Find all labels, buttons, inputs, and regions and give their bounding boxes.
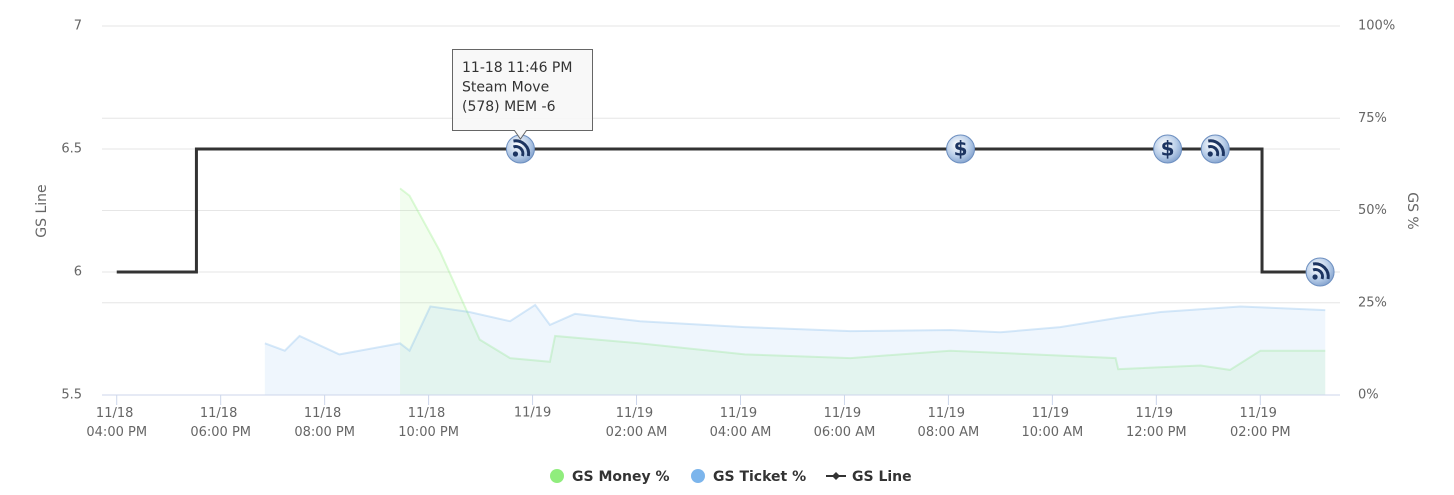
y2-tick-label: 0% [1358, 388, 1379, 403]
legend-label: GS Ticket % [713, 469, 806, 485]
rss-arc [512, 145, 525, 157]
rss-arc [1207, 145, 1220, 157]
x-tick-label: 11/19 02:00 PM [1230, 406, 1291, 440]
line [116, 147, 1321, 274]
event-marker [1153, 134, 1183, 164]
x-tick-label: 11/18 08:00 PM [294, 406, 355, 440]
x-tick-label: 11/19 02:00 AM [606, 406, 668, 440]
x-tick-label: 11/18 10:00 PM [398, 406, 459, 440]
area-line [399, 187, 1326, 371]
tooltip-line: 11-18 11:46 PM [462, 60, 572, 76]
tooltip: 11-18 11:46 PM Steam Move (578) MEM -6 [452, 49, 593, 140]
x-tick-label: 11/18 06:00 PM [190, 406, 251, 440]
x-tick-label: 11/19 04:00 AM [710, 406, 772, 440]
rss-arc [513, 139, 531, 157]
y2-tick-label: 75% [1358, 111, 1387, 126]
y-tick-label: 5.5 [61, 388, 82, 403]
area-line [264, 303, 1326, 356]
legend-symbol [550, 469, 564, 483]
x-tick-label: 11/19 06:00 AM [814, 406, 876, 440]
area-fill [400, 188, 1326, 395]
x-tick-label: 11/19 12:00 PM [1126, 406, 1187, 440]
y-tick-label: 6.5 [61, 142, 82, 157]
y-tick-label: 6 [74, 265, 82, 280]
y2-tick-label: 100% [1358, 19, 1395, 34]
area-fill [264, 304, 1326, 395]
legend-label: GS Line [852, 469, 912, 485]
x-tick-label: 11/19 08:00 AM [918, 406, 980, 440]
rss-arc [1312, 268, 1324, 280]
y2-tick-label: 25% [1358, 295, 1387, 310]
x-tick-label: 11/19 10:00 AM [1022, 406, 1084, 440]
tooltip-line: Steam Move [462, 80, 549, 96]
rss-arc [1312, 262, 1330, 280]
axes: 5.5 6 6.5 7 0% 25% 50% 75% 100% 11/18 04:00 PM 11/… [61, 19, 1395, 440]
plot-area: $ $ [116, 134, 1335, 395]
x-tick-label: 11/18 04:00 PM [86, 406, 147, 440]
x-tick-label: 11/19 [514, 406, 551, 421]
legend-symbol [691, 469, 705, 483]
y2-tick-label: 50% [1358, 203, 1387, 218]
y-axis-title: GS Line [34, 184, 50, 237]
y2-axis-title: GS % [1404, 192, 1420, 230]
legend-label: GS Money % [572, 469, 670, 485]
event-marker [946, 134, 976, 164]
event-symbol: $ [954, 137, 968, 161]
legend: GS Money % GS Ticket % GS Line [550, 469, 912, 485]
rss-dot [1312, 274, 1318, 280]
y-tick-label: 7 [74, 19, 82, 34]
rss-dot [1207, 151, 1213, 157]
tooltip-box [452, 49, 593, 140]
legend-symbol [832, 472, 840, 480]
tooltip-line: (578) MEM -6 [462, 99, 556, 115]
rss-arc [1207, 139, 1225, 157]
event-symbol: $ [1161, 137, 1175, 161]
rss-dot [512, 151, 519, 157]
